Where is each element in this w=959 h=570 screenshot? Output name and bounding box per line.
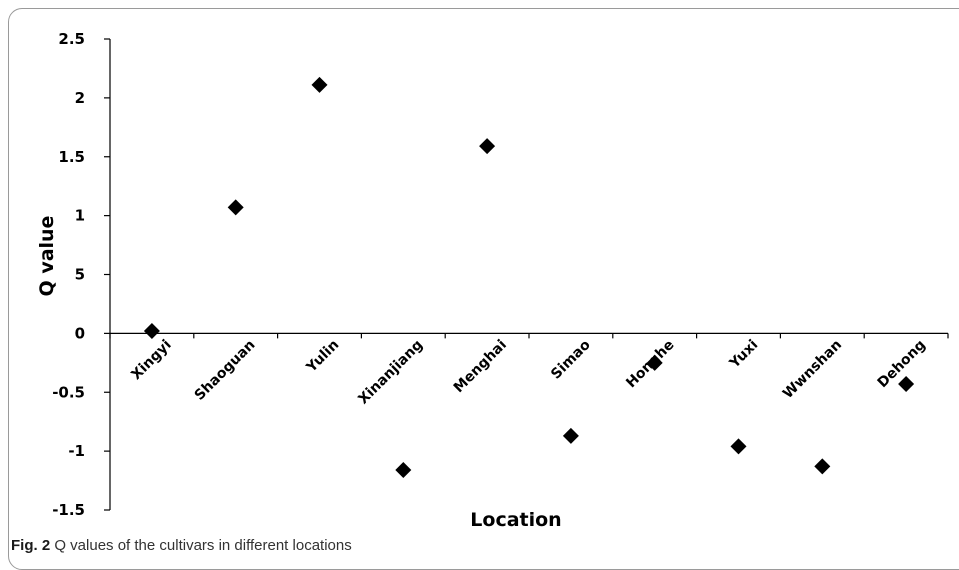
y-ticks: 2.5 2 1.5 1 5 0 -0.5 -1 -1.5 (52, 30, 110, 519)
x-tick-label: Shaoguan (192, 337, 259, 404)
x-tick-label: Xinanjiang (355, 337, 426, 408)
x-tick-label: Xingyi (128, 337, 174, 383)
figure-caption: Fig. 2 Q values of the cultivars in diff… (11, 537, 352, 554)
x-axis-title: Location (470, 509, 561, 531)
y-tick-label: -0.5 (52, 383, 85, 401)
y-tick-label: 2.5 (58, 30, 85, 48)
data-point-menghai (479, 138, 496, 155)
q-value-scatter-chart: 2.5 2 1.5 1 5 0 -0.5 -1 -1.5 Xingyi Shaoguan Yulin… (36, 30, 949, 531)
y-tick-label: -1 (68, 442, 85, 460)
x-ticks: Xingyi Shaoguan Yulin Xinanjiang Menghai Sima… (109, 333, 949, 408)
y-tick-label: 1.5 (58, 148, 85, 166)
data-point-wwnshan (814, 458, 831, 475)
x-tick-label: Wwnshan (780, 337, 845, 402)
x-tick-label: Simao (548, 337, 594, 383)
figure-frame (8, 8, 959, 570)
figure-label: Fig. 2 (11, 537, 51, 554)
y-tick-label: 5 (75, 266, 85, 284)
x-tick-label: Yulin (303, 337, 342, 376)
data-points (143, 76, 915, 478)
data-point-simao (562, 427, 579, 444)
y-tick-label: 0 (75, 324, 85, 342)
data-point-xinanjiang (395, 461, 412, 478)
data-point-yulin (311, 76, 328, 93)
y-tick-label: 1 (75, 207, 85, 225)
y-tick-label: -1.5 (52, 501, 85, 519)
y-tick-label: 2 (75, 89, 85, 107)
data-point-dehong (898, 376, 915, 393)
data-point-shaoguan (227, 199, 244, 216)
data-point-yuxi (730, 438, 747, 455)
data-point-honghe (646, 354, 663, 371)
x-tick-label: Menghai (451, 337, 510, 396)
axes (109, 39, 948, 510)
x-tick-label: Yuxi (726, 337, 761, 372)
y-axis-title: Q value (36, 216, 58, 297)
data-point-xingyi (143, 323, 160, 340)
figure-caption-text: Q values of the cultivars in different l… (54, 537, 352, 554)
